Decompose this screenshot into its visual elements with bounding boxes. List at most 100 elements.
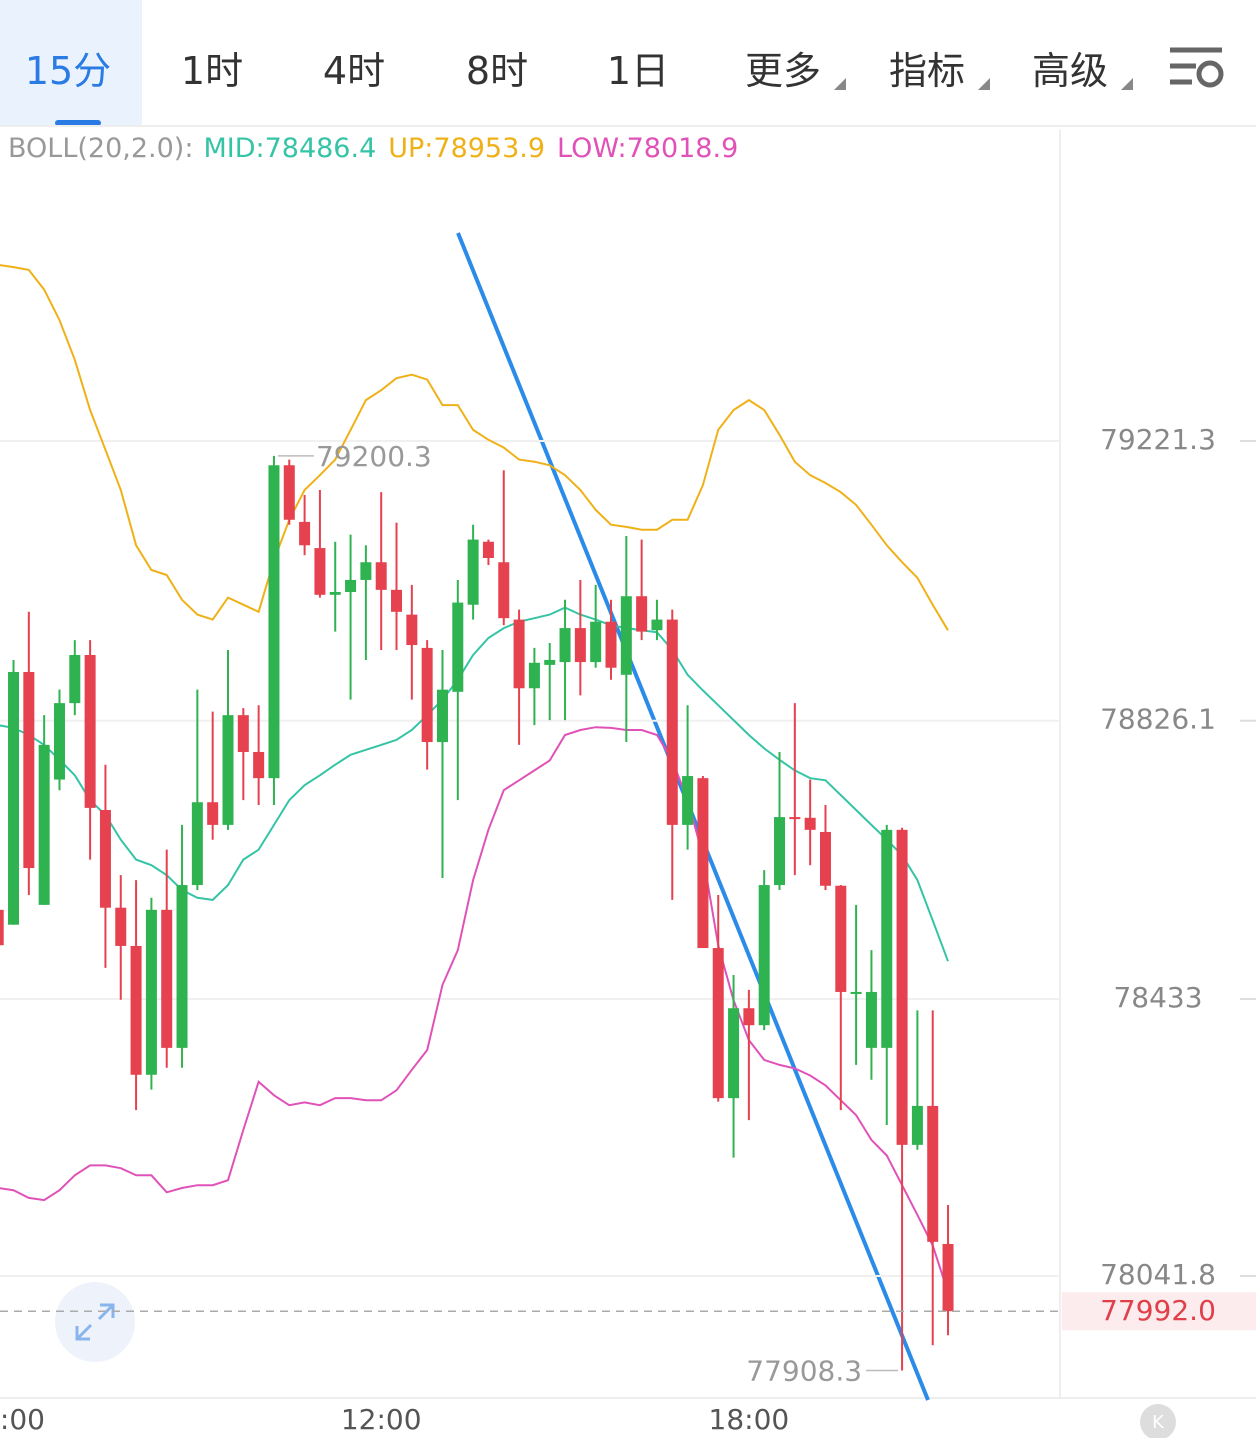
candle-body — [467, 539, 479, 605]
y-tick-label: 78041.8 — [1100, 1258, 1216, 1291]
candle-body — [421, 647, 433, 743]
legend-value: 78953.9 — [433, 133, 545, 164]
candle-body — [666, 619, 678, 825]
tab[interactable]: 指标 — [888, 49, 966, 93]
candle-body — [651, 619, 663, 631]
legend-name: LOW: — [557, 133, 627, 164]
candle-body — [329, 591, 341, 595]
candle-body — [942, 1243, 954, 1312]
candle-body — [436, 689, 448, 743]
legend-value: 78486.4 — [265, 133, 377, 164]
candle-body — [222, 715, 234, 825]
expand-button[interactable] — [55, 1282, 135, 1362]
candle-body — [728, 1008, 740, 1099]
dropdown-arrow — [1121, 78, 1133, 90]
axis-layer: 79221.3 78826.1 78433 78041.8 6:00 12:00 18:00 — [0, 423, 1256, 1436]
candle-body — [207, 802, 219, 825]
candle-body — [743, 1008, 755, 1026]
legend-name: UP: — [388, 133, 433, 164]
expand-icon — [75, 1303, 115, 1341]
tab[interactable]: 8时 — [465, 49, 529, 93]
max-label: 79200.3 — [316, 440, 432, 473]
candle-body — [927, 1105, 939, 1242]
candle-body — [406, 614, 418, 646]
indicator-line — [0, 726, 949, 1293]
current-price-tag — [1062, 1292, 1256, 1331]
candle-body — [391, 589, 403, 612]
tab[interactable]: 15分 — [24, 49, 112, 93]
candle-body — [253, 751, 265, 779]
candle-body — [850, 991, 862, 994]
candle-body — [620, 596, 632, 675]
candle-body — [23, 671, 35, 869]
candle-body — [544, 659, 556, 665]
legend-name: MID: — [203, 133, 264, 164]
candle-body — [84, 654, 96, 808]
active-tab-indicator — [55, 120, 101, 126]
candle-body — [176, 885, 188, 1048]
x-tick-label: 6:00 — [0, 1403, 45, 1436]
y-tick-label: 78433 — [1113, 981, 1202, 1014]
candle-body — [482, 541, 494, 558]
candle-body — [8, 671, 20, 925]
dropdown-arrow — [834, 78, 846, 90]
candle-layer — [0, 455, 954, 1371]
candle-body — [712, 948, 724, 1099]
candle-body — [513, 619, 525, 689]
candle-body — [758, 885, 770, 1026]
candle-body — [0, 909, 4, 946]
indicator-line — [0, 606, 949, 962]
x-tick-label: 18:00 — [709, 1403, 790, 1436]
candle-body — [528, 662, 540, 689]
candle-body — [145, 909, 157, 1075]
candle-body — [115, 907, 127, 946]
k-button[interactable] — [1140, 1404, 1176, 1438]
candle-body — [789, 817, 801, 820]
candle-body — [590, 621, 602, 663]
tab[interactable]: 高级 — [1031, 49, 1109, 93]
dropdown-arrow — [978, 78, 990, 90]
y-tick-label: 78826.1 — [1100, 703, 1216, 736]
candle-body — [283, 465, 295, 520]
candle-body — [130, 945, 142, 1075]
candle-body — [38, 744, 50, 905]
candle-body — [559, 628, 571, 663]
indicator-line — [0, 264, 949, 631]
active-tab-bg — [0, 0, 142, 125]
candle-body — [819, 831, 831, 886]
candle-body — [574, 628, 586, 663]
indicator-label: BOLL(20,2.0): — [8, 133, 193, 164]
tab[interactable]: 更多 — [744, 49, 822, 93]
candle-body — [452, 602, 464, 692]
tab[interactable]: 4时 — [322, 49, 386, 93]
candle-body — [53, 703, 65, 780]
k-icon: K — [1152, 1412, 1165, 1433]
y-tick-label: 79221.3 — [1100, 423, 1216, 456]
tab[interactable]: 1时 — [180, 49, 244, 93]
candle-body — [237, 715, 249, 752]
candle-body — [682, 776, 694, 825]
annotation-layer: 79200.3 77908.3 77992.0 — [0, 440, 1256, 1387]
candle-body — [636, 596, 648, 632]
candle-body — [69, 654, 81, 704]
legend-value: 78018.9 — [627, 133, 739, 164]
current-price-label: 77992.0 — [1100, 1294, 1216, 1327]
candle-body — [314, 548, 326, 595]
candle-body — [299, 521, 311, 546]
settings-icon[interactable] — [1170, 47, 1224, 88]
candle-body — [835, 885, 847, 992]
legend: MID:78486.4 UP:78953.9 LOW:78018.9 — [203, 133, 738, 164]
candle-body — [881, 829, 893, 1048]
candle-body — [865, 991, 877, 1048]
candle-body — [774, 817, 786, 886]
tab[interactable]: 1日 — [606, 49, 670, 93]
candle-body — [268, 465, 280, 779]
candle-body — [161, 909, 173, 1048]
candle-body — [498, 562, 510, 619]
candle-body — [191, 802, 203, 886]
candle-body — [804, 817, 816, 830]
candle-body — [345, 579, 357, 592]
min-label: 77908.3 — [746, 1354, 862, 1387]
